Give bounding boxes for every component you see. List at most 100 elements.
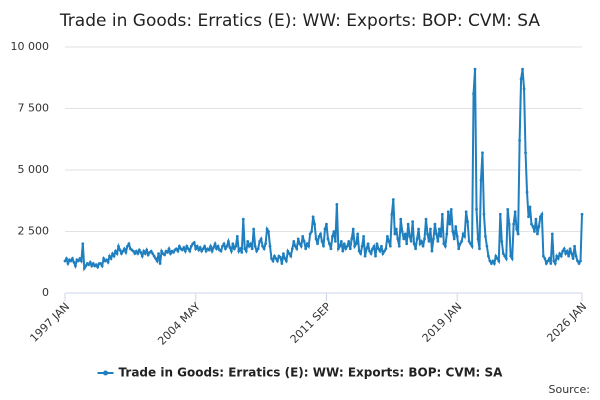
point [495,257,499,260]
point [368,249,371,253]
point [418,242,422,246]
point [114,249,117,253]
point [319,232,322,236]
point [442,242,446,246]
point [503,254,507,258]
point [555,254,559,258]
point [209,244,212,248]
point [237,249,241,253]
point [331,235,334,238]
point [339,239,343,243]
point [96,265,100,269]
point [550,232,554,236]
point [244,249,248,253]
point [140,254,144,258]
point [195,244,199,248]
point [310,230,314,233]
point [255,249,259,253]
point [292,239,296,243]
point [451,230,455,233]
point [357,249,361,253]
point [384,247,388,251]
point [458,242,462,246]
point [424,217,428,221]
point [446,210,450,214]
point [212,246,215,249]
point [137,248,141,252]
y-tick-label: 0 [42,286,49,299]
point [90,264,94,268]
point [478,247,481,251]
point [430,249,434,253]
point [509,254,513,258]
point [76,259,80,263]
y-tick-label: 2 500 [18,225,50,238]
point [531,225,535,228]
point [443,244,447,248]
point [527,215,530,219]
point [516,232,520,236]
point [317,235,321,238]
point [485,244,489,248]
y-tick-label: 10 000 [11,40,50,53]
point [176,249,180,253]
point [433,222,437,226]
point [84,264,88,268]
point [573,244,576,248]
point [476,237,480,241]
point [314,237,318,241]
point [414,247,418,251]
point [91,262,95,265]
point [311,215,315,219]
point [290,247,294,251]
point [420,239,423,243]
point [519,77,523,81]
point [363,254,367,258]
point [399,217,403,221]
point [400,230,404,233]
point [286,249,290,253]
point [528,205,532,209]
point [261,244,264,248]
point [152,254,156,258]
point [350,237,354,241]
point [81,242,85,246]
point [504,257,508,260]
point [169,252,172,256]
point [271,259,275,263]
point [500,239,504,243]
point [470,244,474,248]
point [463,235,467,238]
point [466,220,470,224]
point [265,227,269,231]
point [394,227,398,231]
point [567,254,571,258]
point [540,212,544,216]
point [238,247,242,251]
x-tick-label: 2026 JAN [544,300,589,345]
point [533,230,536,233]
point [182,246,186,249]
point [344,247,348,251]
point [390,212,394,216]
point [525,190,529,194]
point [270,257,273,260]
point [198,246,202,249]
point [155,259,159,263]
point [556,257,560,260]
point [227,239,230,243]
point [402,237,406,241]
series-line [64,68,583,272]
point [192,241,196,244]
point [259,237,263,241]
point [429,227,432,231]
point [73,264,77,268]
point [409,239,413,243]
point [374,254,377,258]
point [487,254,490,258]
point [200,249,204,253]
point [497,259,501,263]
point [177,244,181,248]
point [274,257,278,260]
